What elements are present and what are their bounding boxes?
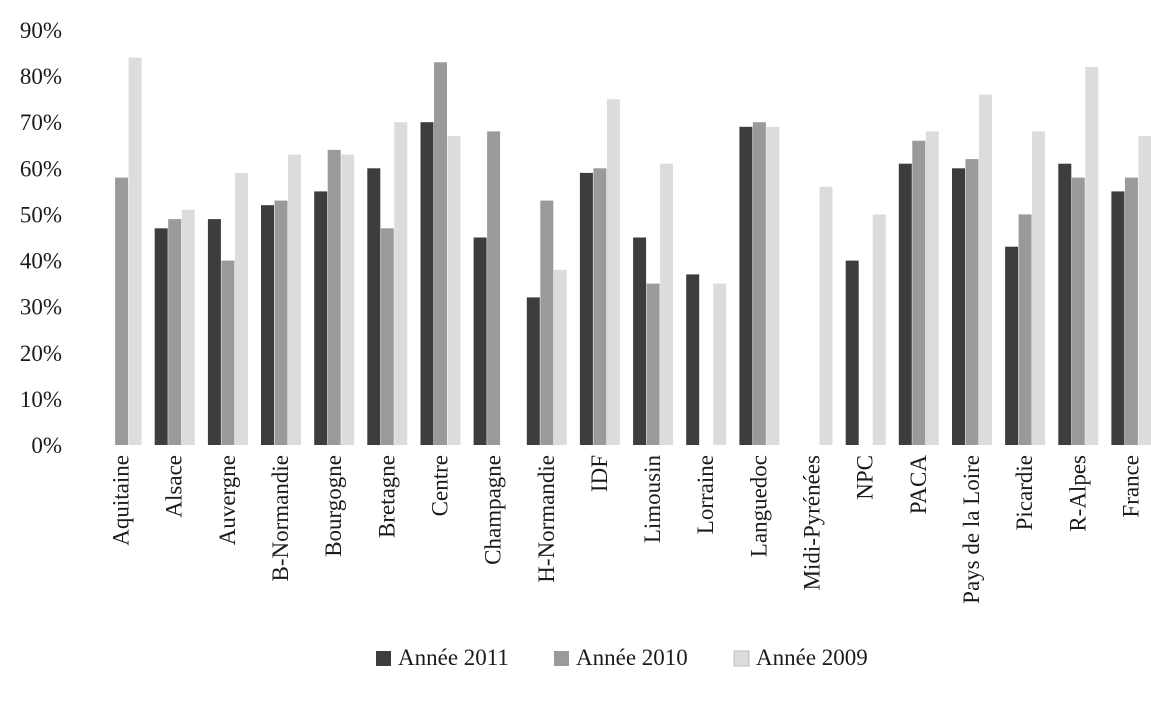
- bar-année-2010-bretagne: [380, 228, 394, 445]
- x-tick-label: Bourgogne: [321, 455, 346, 557]
- bar-année-2010-champagne: [487, 131, 501, 445]
- bar-année-2011-h-normandie: [526, 297, 540, 445]
- bar-année-2010-centre: [434, 62, 447, 446]
- x-tick-label: Alsace: [162, 455, 187, 518]
- bar-année-2011-b-normandie: [261, 205, 274, 445]
- bar-année-2010-picardie: [1018, 214, 1032, 445]
- legend-label: Année 2009: [756, 645, 868, 670]
- bar-année-2009-auvergne: [234, 172, 248, 445]
- bar-année-2011-paca: [898, 163, 912, 445]
- x-tick-label: Picardie: [1012, 455, 1037, 530]
- x-tick-label: France: [1118, 455, 1143, 518]
- bar-année-2009-h-normandie: [553, 269, 567, 445]
- y-tick-label: 60%: [20, 156, 62, 181]
- legend-swatch: [733, 650, 750, 667]
- bar-année-2010-r-alpes: [1071, 177, 1085, 445]
- bar-année-2009-paca: [925, 131, 939, 445]
- y-tick-label: 70%: [20, 110, 62, 135]
- bar-année-2011-auvergne: [207, 219, 221, 445]
- x-tick-label: PACA: [906, 455, 931, 515]
- x-tick-label: H-Normandie: [534, 455, 559, 583]
- y-axis: 0% 10% 20% 30% 40% 50% 60% 70% 80% 90%: [20, 18, 62, 458]
- bar-année-2009-pays-de-la-loire: [979, 94, 992, 445]
- bar-année-2011-picardie: [1005, 246, 1019, 445]
- x-tick-label: Auvergne: [215, 455, 240, 545]
- bar-année-2010-b-normandie: [274, 200, 288, 445]
- bar-année-2011-bretagne: [367, 168, 381, 446]
- x-tick-label: B-Normandie: [268, 455, 293, 581]
- bar-année-2009-lorraine: [713, 283, 727, 445]
- bar-année-2009-npc: [872, 214, 886, 445]
- x-tick-label: Pays de la Loire: [959, 455, 984, 604]
- legend-label: Année 2010: [576, 645, 688, 670]
- bar-année-2010-idf: [593, 168, 607, 446]
- x-axis-labels: Aquitaine Alsace Auvergne B-Normandie Bourgo…: [109, 455, 1144, 604]
- bar-année-2009-centre: [447, 136, 461, 445]
- bar-année-2009-languedoc: [766, 126, 780, 446]
- bar-année-2011-idf: [579, 172, 593, 445]
- x-tick-label: R-Alpes: [1065, 455, 1090, 532]
- legend-label: Année 2011: [398, 645, 509, 670]
- bar-année-2011-france: [1111, 191, 1125, 445]
- legend-swatch: [376, 651, 391, 666]
- bar-année-2010-pays-de-la-loire: [965, 159, 979, 445]
- bar-année-2009-idf: [606, 99, 620, 445]
- bar-année-2010-france: [1124, 177, 1138, 445]
- x-tick-label: NPC: [853, 455, 878, 500]
- bar-année-2010-alsace: [168, 219, 182, 445]
- y-tick-label: 0%: [31, 433, 62, 458]
- bar-année-2011-r-alpes: [1058, 163, 1072, 445]
- y-tick-label: 40%: [20, 249, 62, 274]
- bar-année-2009-b-normandie: [288, 154, 301, 445]
- y-tick-label: 80%: [20, 64, 62, 89]
- bar-année-2009-midi-pyrénées: [819, 186, 833, 446]
- y-tick-label: 20%: [20, 341, 62, 366]
- y-tick-label: 50%: [20, 202, 62, 227]
- x-tick-label: Limousin: [640, 455, 665, 544]
- bar-année-2010-languedoc: [752, 122, 766, 445]
- bar-année-2009-alsace: [181, 209, 195, 445]
- bar-année-2009-bretagne: [394, 122, 408, 445]
- x-tick-label: Midi-Pyrénées: [800, 455, 825, 590]
- x-tick-label: Languedoc: [746, 455, 771, 557]
- x-tick-label: Champagne: [481, 455, 506, 565]
- bar-année-2009-bourgogne: [341, 154, 355, 445]
- bar-année-2011-lorraine: [686, 274, 700, 445]
- bar-année-2009-limousin: [660, 163, 674, 445]
- bar-année-2009-r-alpes: [1085, 66, 1099, 446]
- x-tick-label: Centre: [427, 455, 452, 516]
- x-tick-label: IDF: [587, 455, 612, 492]
- bar-année-2010-auvergne: [221, 260, 235, 445]
- bar-année-2010-h-normandie: [540, 200, 554, 445]
- bar-année-2011-npc: [845, 260, 859, 445]
- bar-année-2010-aquitaine: [115, 177, 129, 445]
- bar-année-2011-bourgogne: [314, 191, 328, 445]
- y-tick-label: 30%: [20, 295, 62, 320]
- legend: Année 2011 Année 2010 Année 2009: [376, 645, 868, 670]
- bar-année-2011-limousin: [633, 237, 647, 445]
- bar-année-2009-picardie: [1032, 131, 1046, 445]
- bar-année-2010-paca: [912, 140, 926, 445]
- bar-année-2011-centre: [420, 122, 434, 445]
- bar-année-2010-limousin: [646, 283, 660, 445]
- bar-année-2010-bourgogne: [327, 149, 341, 445]
- bar-année-2011-languedoc: [739, 126, 753, 446]
- x-tick-label: Lorraine: [693, 455, 718, 534]
- legend-swatch: [554, 651, 569, 666]
- y-tick-label: 90%: [20, 18, 62, 43]
- bar-année-2011-pays-de-la-loire: [952, 168, 965, 446]
- bar-année-2009-france: [1138, 136, 1151, 445]
- bars: [115, 57, 1151, 446]
- bar-année-2011-champagne: [473, 237, 487, 445]
- y-tick-label: 10%: [20, 387, 62, 412]
- x-tick-label: Aquitaine: [109, 455, 134, 546]
- bar-année-2011-alsace: [154, 228, 168, 445]
- x-tick-label: Bretagne: [374, 455, 399, 538]
- bar-année-2009-aquitaine: [128, 57, 142, 445]
